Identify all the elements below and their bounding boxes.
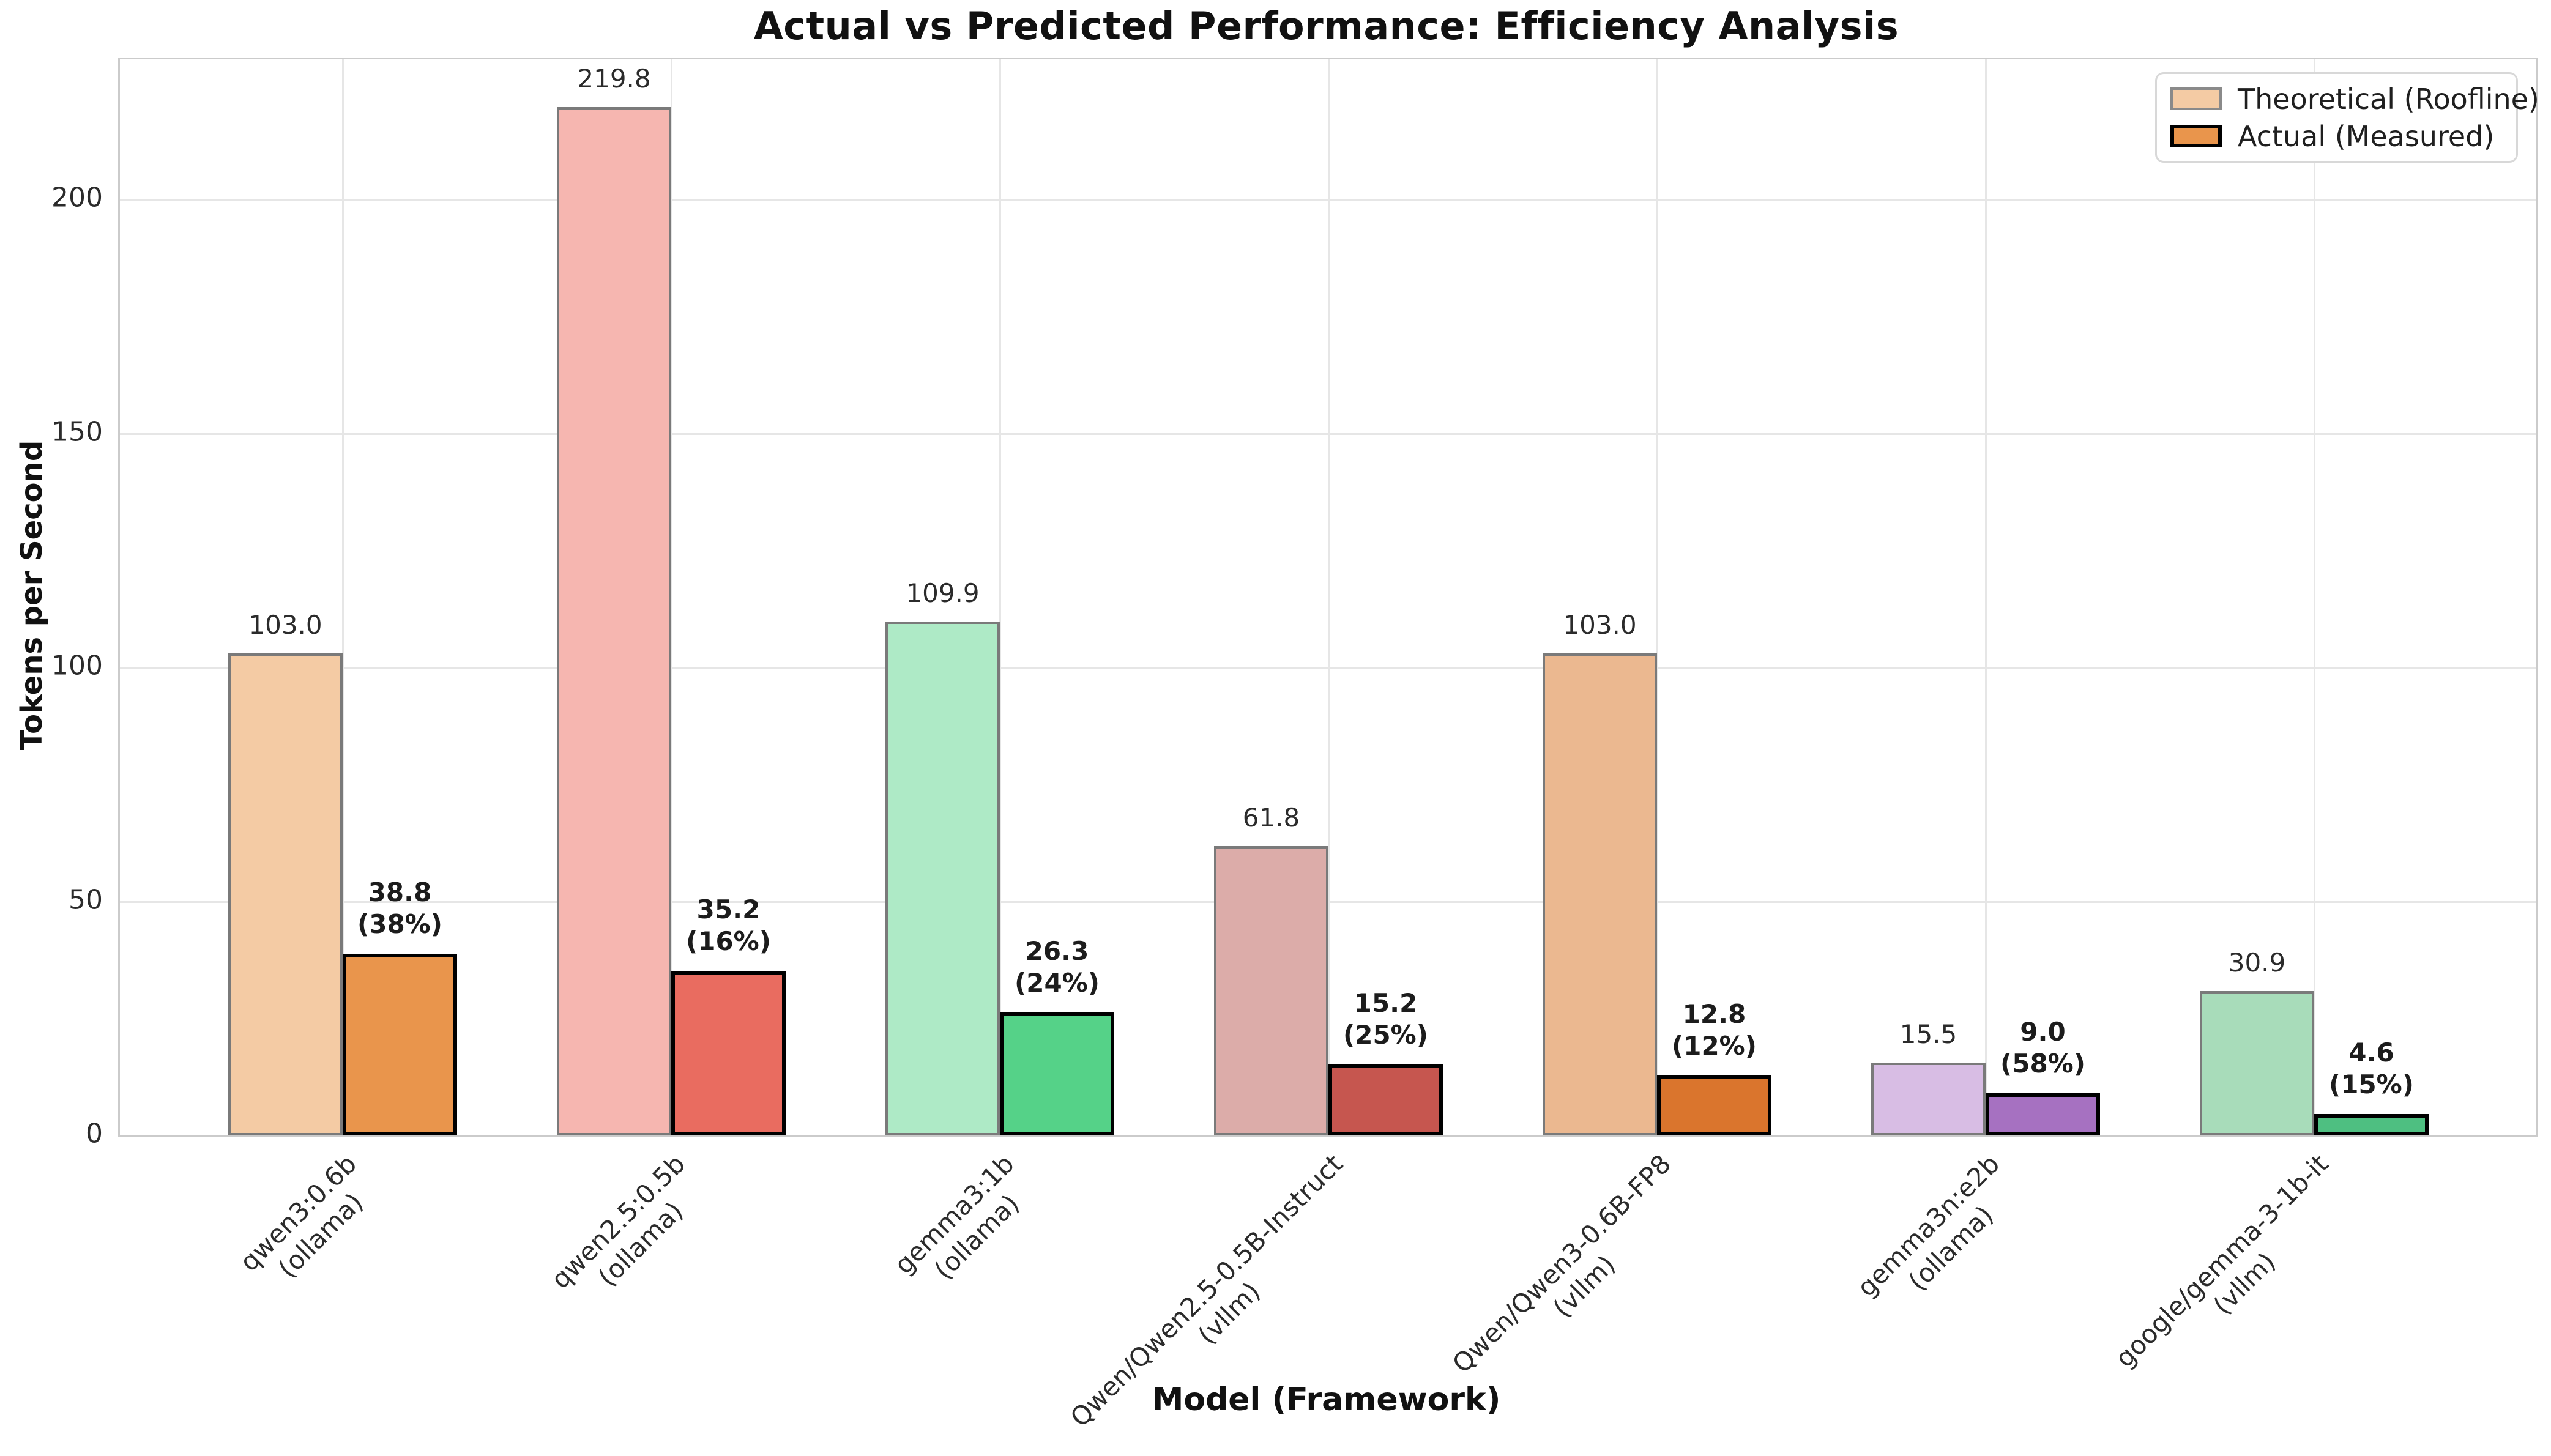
x-tick-label: qwen2.5:0.5b (ollama) — [545, 1148, 691, 1294]
theoretical-value-label: 30.9 — [2228, 947, 2286, 978]
actual-value-label: 9.0 (58%) — [2000, 1017, 2085, 1079]
bar-theoretical-1 — [557, 107, 671, 1135]
y-tick-label: 0 — [86, 1118, 103, 1150]
actual-value-label: 12.8 (12%) — [1672, 999, 1757, 1061]
theoretical-value-label: 103.0 — [248, 610, 322, 641]
x-gridline — [1985, 59, 1987, 1135]
bar-theoretical-0 — [228, 653, 343, 1135]
actual-value-label: 15.2 (25%) — [1343, 987, 1428, 1050]
legend-label-actual: Actual (Measured) — [2238, 119, 2495, 153]
bar-theoretical-3 — [1214, 846, 1328, 1135]
x-gridline — [671, 59, 672, 1135]
x-tick-label: gemma3:1b (ollama) — [888, 1148, 1025, 1285]
bar-actual-6 — [2314, 1113, 2429, 1135]
y-tick-label: 150 — [51, 416, 103, 448]
legend-entry-actual: Actual (Measured) — [2170, 120, 2503, 153]
actual-value-label: 26.3 (24%) — [1015, 935, 1100, 998]
bar-theoretical-6 — [2200, 990, 2314, 1135]
bar-actual-3 — [1328, 1064, 1443, 1135]
bar-theoretical-2 — [885, 621, 1000, 1135]
x-gridline — [342, 59, 344, 1135]
legend: Theoretical (Roofline) Actual (Measured) — [2155, 72, 2539, 163]
x-tick-label: qwen3:0.6b (ollama) — [234, 1148, 370, 1284]
actual-value-label: 4.6 (15%) — [2329, 1037, 2414, 1099]
x-tick-label: Qwen/Qwen3-0.6B-FP8 (vllm) — [1447, 1148, 1677, 1379]
x-tick-label: google/gemma-3-1b-it (vllm) — [2109, 1148, 2334, 1373]
x-axis-label: Model (Framework) — [1152, 1381, 1501, 1418]
y-tick-label: 200 — [51, 182, 103, 214]
bar-actual-1 — [671, 970, 786, 1135]
theoretical-value-label: 15.5 — [1899, 1019, 1957, 1050]
plot-area: 103.0 38.8 (38%) 219.8 35.2 (16%) 109.9 26.3 … — [118, 58, 2538, 1137]
theoretical-value-label: 103.0 — [1563, 610, 1637, 641]
bar-actual-0 — [343, 954, 457, 1135]
chart-title: Actual vs Predicted Performance: Efficie… — [753, 4, 1899, 48]
actual-value-label: 38.8 (38%) — [357, 877, 442, 940]
y-axis-label: Tokens per Second — [15, 440, 49, 751]
x-tick-label: gemma3n:e2b (ollama) — [1851, 1148, 2006, 1303]
x-gridline — [2314, 59, 2315, 1135]
theoretical-value-label: 219.8 — [577, 64, 651, 94]
bar-actual-4 — [1657, 1075, 1771, 1135]
actual-value-label: 35.2 (16%) — [686, 894, 771, 956]
legend-swatch-theoretical — [2170, 87, 2222, 110]
y-tick-label: 50 — [69, 884, 103, 916]
legend-swatch-actual — [2170, 125, 2222, 147]
bar-actual-5 — [1986, 1093, 2100, 1135]
bar-actual-2 — [1000, 1012, 1114, 1135]
theoretical-value-label: 109.9 — [906, 578, 980, 608]
x-gridline — [999, 59, 1001, 1135]
x-gridline — [1656, 59, 1658, 1135]
legend-label-theoretical: Theoretical (Roofline) — [2238, 82, 2539, 116]
bar-theoretical-4 — [1543, 653, 1657, 1135]
legend-entry-theoretical: Theoretical (Roofline) — [2170, 83, 2539, 116]
x-gridline — [1328, 59, 1330, 1135]
bar-theoretical-5 — [1871, 1063, 1986, 1135]
theoretical-value-label: 61.8 — [1242, 803, 1300, 833]
y-tick-label: 100 — [51, 650, 103, 682]
